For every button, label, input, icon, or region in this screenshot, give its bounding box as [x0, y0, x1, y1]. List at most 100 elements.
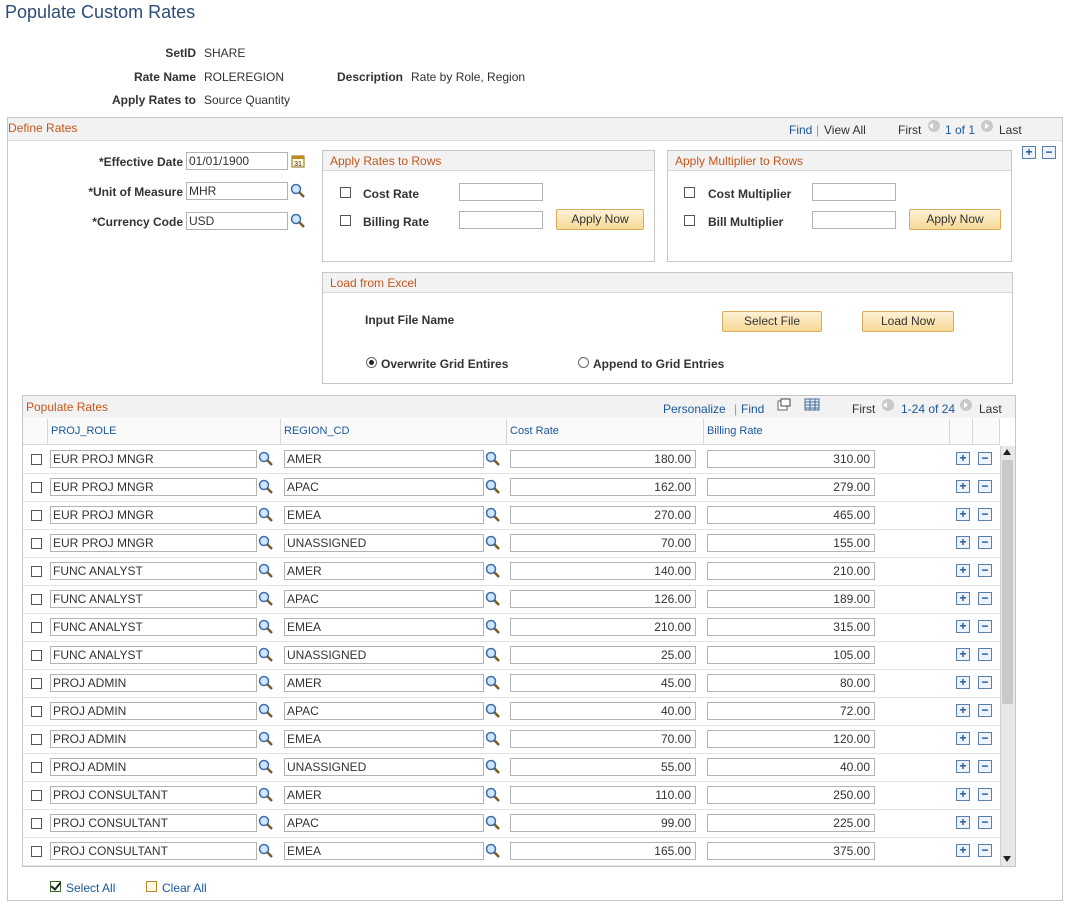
- proj-role-lookup-icon[interactable]: [258, 843, 274, 859]
- proj-role-lookup-icon[interactable]: [258, 479, 274, 495]
- currency-code-input[interactable]: [186, 212, 288, 230]
- region-lookup-icon[interactable]: [485, 647, 501, 663]
- row-select-checkbox[interactable]: [31, 622, 42, 633]
- append-radio[interactable]: [578, 357, 589, 368]
- row-delete-icon[interactable]: −: [978, 592, 992, 605]
- row-select-checkbox[interactable]: [31, 510, 42, 521]
- proj-role-input[interactable]: [50, 618, 257, 636]
- proj-role-input[interactable]: [50, 842, 257, 860]
- next-arrow-icon[interactable]: [981, 120, 993, 132]
- billing-rate-checkbox[interactable]: [340, 215, 351, 226]
- cost-multiplier-checkbox[interactable]: [684, 187, 695, 198]
- region-lookup-icon[interactable]: [485, 591, 501, 607]
- row-add-icon[interactable]: +: [956, 704, 970, 717]
- row-add-icon[interactable]: +: [956, 676, 970, 689]
- proj-role-input[interactable]: [50, 646, 257, 664]
- billing-rate-cell[interactable]: [707, 450, 875, 468]
- personalize-link[interactable]: Personalize: [663, 402, 726, 416]
- grid-previous-arrow-icon[interactable]: [882, 399, 894, 411]
- grid-next-arrow-icon[interactable]: [960, 399, 972, 411]
- row-select-checkbox[interactable]: [31, 482, 42, 493]
- cost-rate-checkbox[interactable]: [340, 187, 351, 198]
- region-cd-input[interactable]: [284, 646, 484, 664]
- row-delete-icon[interactable]: −: [978, 760, 992, 773]
- region-cd-input[interactable]: [284, 730, 484, 748]
- region-cd-input[interactable]: [284, 478, 484, 496]
- clear-all-checkbox-icon[interactable]: [146, 881, 157, 892]
- cost-rate-cell[interactable]: [510, 534, 696, 552]
- row-select-checkbox[interactable]: [31, 734, 42, 745]
- row-delete-icon[interactable]: −: [978, 508, 992, 521]
- row-select-checkbox[interactable]: [31, 846, 42, 857]
- row-add-icon[interactable]: +: [956, 732, 970, 745]
- region-lookup-icon[interactable]: [485, 759, 501, 775]
- row-select-checkbox[interactable]: [31, 762, 42, 773]
- overwrite-radio[interactable]: [366, 357, 377, 368]
- row-select-checkbox[interactable]: [31, 538, 42, 549]
- select-all-checkbox-icon[interactable]: [50, 881, 61, 892]
- region-cd-input[interactable]: [284, 786, 484, 804]
- billing-rate-input[interactable]: [459, 211, 543, 229]
- proj-role-input[interactable]: [50, 450, 257, 468]
- load-now-button[interactable]: Load Now: [862, 311, 954, 332]
- billing-rate-cell[interactable]: [707, 814, 875, 832]
- proj-role-lookup-icon[interactable]: [258, 815, 274, 831]
- region-lookup-icon[interactable]: [485, 703, 501, 719]
- region-lookup-icon[interactable]: [485, 843, 501, 859]
- proj-role-lookup-icon[interactable]: [258, 759, 274, 775]
- region-lookup-icon[interactable]: [485, 619, 501, 635]
- billing-rate-cell[interactable]: [707, 758, 875, 776]
- proj-role-lookup-icon[interactable]: [258, 535, 274, 551]
- billing-rate-cell[interactable]: [707, 590, 875, 608]
- cost-rate-cell[interactable]: [510, 450, 696, 468]
- proj-role-input[interactable]: [50, 758, 257, 776]
- proj-role-lookup-icon[interactable]: [258, 591, 274, 607]
- proj-role-lookup-icon[interactable]: [258, 647, 274, 663]
- clear-all-link[interactable]: Clear All: [162, 881, 207, 895]
- row-add-icon[interactable]: +: [956, 536, 970, 549]
- apply-multiplier-now-button[interactable]: Apply Now: [909, 209, 1001, 230]
- row-select-checkbox[interactable]: [31, 790, 42, 801]
- grid-find-link[interactable]: Find: [741, 402, 765, 416]
- proj-role-input[interactable]: [50, 814, 257, 832]
- grid-scrollbar-thumb[interactable]: [1002, 460, 1013, 704]
- row-select-checkbox[interactable]: [31, 594, 42, 605]
- region-cd-input[interactable]: [284, 534, 484, 552]
- scroll-up-icon[interactable]: [1003, 449, 1011, 455]
- previous-arrow-icon[interactable]: [928, 120, 940, 132]
- billing-rate-column-header[interactable]: Billing Rate: [704, 419, 950, 445]
- currency-lookup-icon[interactable]: [290, 213, 306, 229]
- calendar-icon[interactable]: 31: [291, 154, 305, 168]
- billing-rate-cell[interactable]: [707, 646, 875, 664]
- delete-row-icon[interactable]: −: [1042, 146, 1056, 159]
- scroll-down-icon[interactable]: [1003, 856, 1011, 862]
- billing-rate-cell[interactable]: [707, 618, 875, 636]
- proj-role-input[interactable]: [50, 786, 257, 804]
- billing-rate-cell[interactable]: [707, 506, 875, 524]
- define-find-link[interactable]: Find: [789, 123, 813, 137]
- proj-role-lookup-icon[interactable]: [258, 619, 274, 635]
- region-cd-column-header[interactable]: REGION_CD: [281, 419, 507, 445]
- cost-rate-cell[interactable]: [510, 842, 696, 860]
- cost-rate-input[interactable]: [459, 183, 543, 201]
- row-add-icon[interactable]: +: [956, 564, 970, 577]
- cost-multiplier-input[interactable]: [812, 183, 896, 201]
- region-lookup-icon[interactable]: [485, 787, 501, 803]
- row-add-icon[interactable]: +: [956, 760, 970, 773]
- row-delete-icon[interactable]: −: [978, 648, 992, 661]
- region-lookup-icon[interactable]: [485, 451, 501, 467]
- proj-role-input[interactable]: [50, 730, 257, 748]
- billing-rate-cell[interactable]: [707, 730, 875, 748]
- row-delete-icon[interactable]: −: [978, 732, 992, 745]
- row-delete-icon[interactable]: −: [978, 676, 992, 689]
- proj-role-lookup-icon[interactable]: [258, 451, 274, 467]
- row-add-icon[interactable]: +: [956, 816, 970, 829]
- row-select-checkbox[interactable]: [31, 818, 42, 829]
- region-lookup-icon[interactable]: [485, 535, 501, 551]
- cost-rate-cell[interactable]: [510, 562, 696, 580]
- row-select-checkbox[interactable]: [31, 454, 42, 465]
- proj-role-input[interactable]: [50, 674, 257, 692]
- new-window-icon[interactable]: [777, 398, 791, 411]
- uom-lookup-icon[interactable]: [290, 183, 306, 199]
- region-lookup-icon[interactable]: [485, 507, 501, 523]
